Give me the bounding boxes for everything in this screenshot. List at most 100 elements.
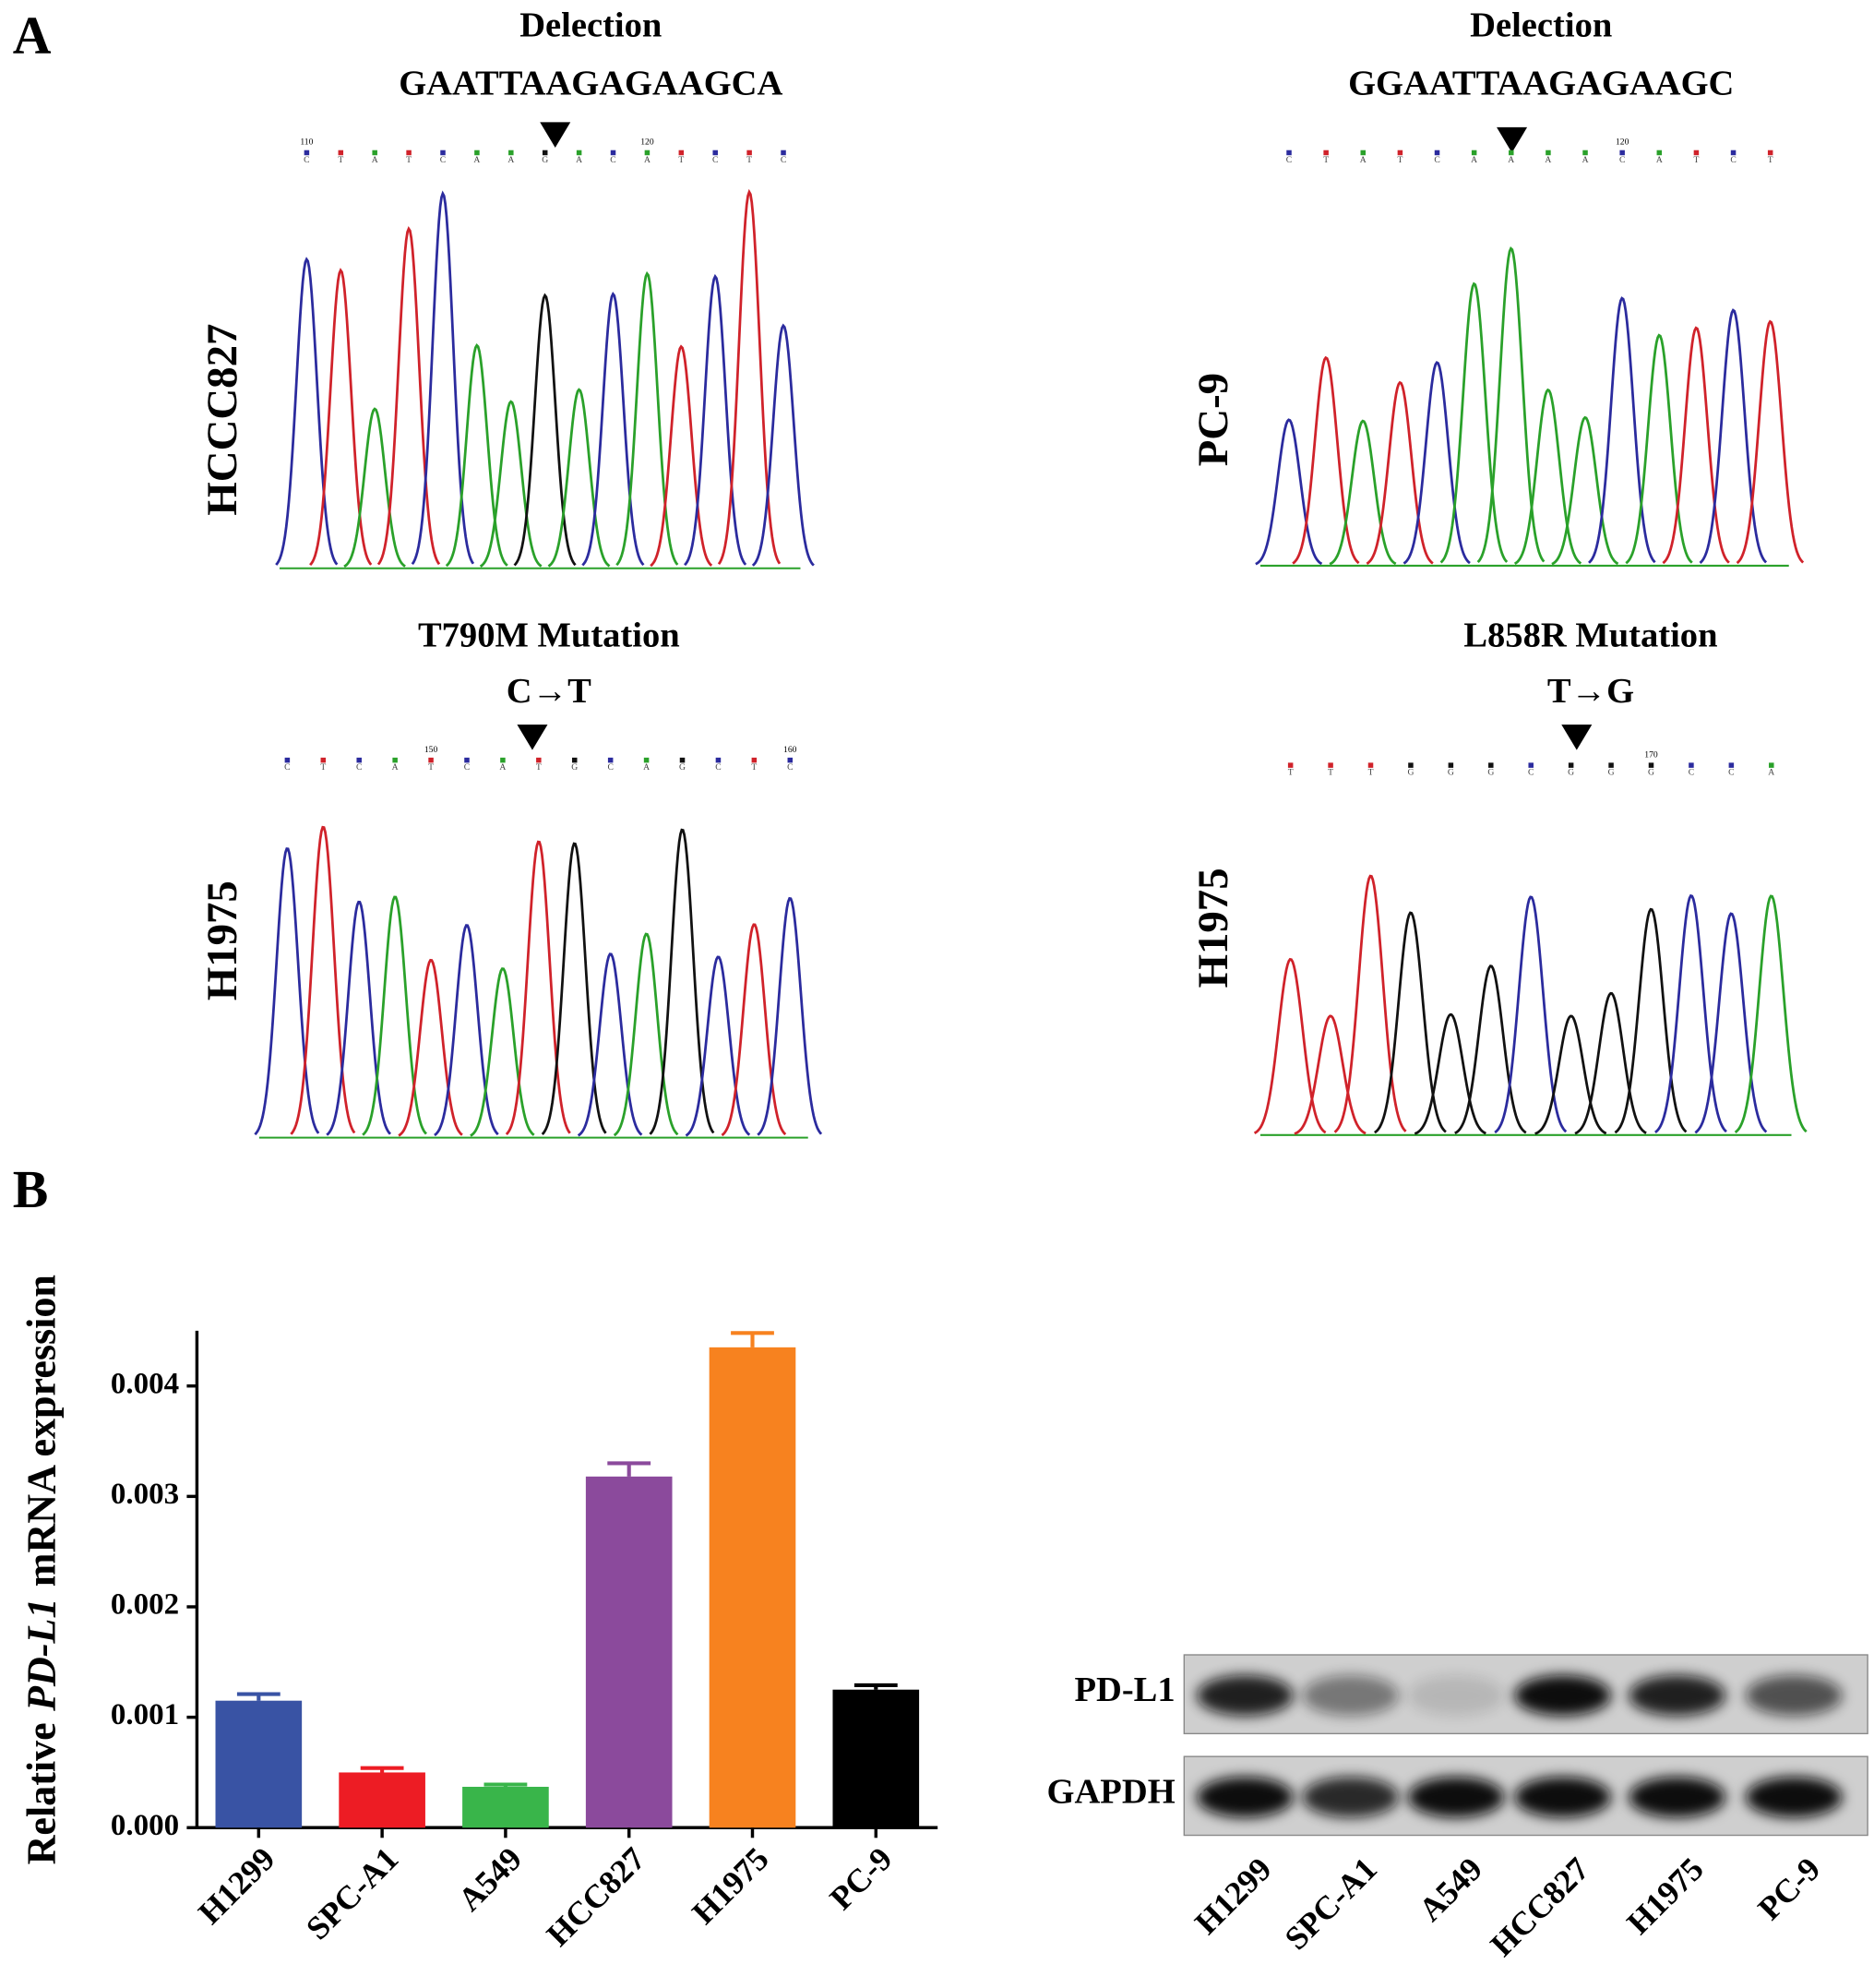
base-letter: A	[1768, 768, 1774, 778]
base-letter: T	[1328, 768, 1333, 778]
panel-subtitle: GAATTAAGAGAAGCA	[399, 65, 782, 103]
trace-peak	[398, 958, 463, 1137]
trace-peak	[1694, 912, 1768, 1134]
y-tick-label: 0.001	[111, 1698, 179, 1731]
trace-peak	[1736, 319, 1805, 565]
trace-peak	[615, 270, 679, 567]
trace-peak	[1454, 964, 1527, 1135]
base-letter: G	[1568, 768, 1574, 778]
arrowhead	[1561, 725, 1593, 750]
base-letter: C	[440, 155, 446, 165]
base-marker	[474, 150, 480, 156]
x-tick-label: A549	[451, 1840, 530, 1919]
base-marker	[284, 757, 291, 763]
base-marker	[715, 757, 722, 763]
base-marker	[320, 757, 327, 763]
base-marker	[372, 150, 377, 156]
error-bar	[853, 1683, 898, 1690]
base-marker	[1323, 150, 1329, 156]
base-letter: C	[1528, 768, 1534, 778]
base-marker	[1568, 762, 1574, 768]
base-letter: T	[746, 155, 752, 165]
trace-peak	[445, 342, 508, 568]
base-letter: C	[1619, 155, 1625, 165]
trace-peak	[541, 842, 607, 1135]
base-marker	[536, 757, 542, 763]
base-marker	[679, 757, 686, 763]
base-marker	[1689, 762, 1694, 768]
base-letter: C	[1728, 768, 1734, 778]
base-letter: C	[781, 155, 786, 165]
base-position: 150	[424, 745, 438, 755]
bar	[339, 1772, 425, 1828]
base-letter: T	[1768, 155, 1773, 165]
base-letter: C	[1730, 155, 1736, 165]
base-marker	[406, 150, 412, 156]
base-letter: C	[1434, 155, 1439, 165]
base-letter: T	[1397, 155, 1403, 165]
base-marker	[576, 150, 582, 156]
panel-label: A	[13, 6, 52, 66]
trace-peak	[1625, 333, 1693, 565]
y-tick-label: 0.000	[111, 1809, 179, 1842]
y-axis-label-part: Relative	[19, 1722, 65, 1864]
base-marker	[678, 150, 685, 156]
base-letter: T	[428, 762, 434, 772]
trace-peak	[411, 190, 475, 565]
sample-label: H1975	[1189, 868, 1237, 988]
base-marker	[712, 150, 718, 156]
blot-band	[1629, 1777, 1725, 1818]
base-letter: T	[1368, 768, 1374, 778]
base-marker	[1582, 150, 1588, 156]
bar	[832, 1689, 920, 1828]
panel-subtitle: C→T	[507, 672, 591, 711]
trace-peak	[547, 388, 611, 568]
panel-title: L858R Mutation	[1463, 616, 1717, 654]
base-letter: C	[787, 762, 793, 772]
base-marker	[1328, 762, 1333, 768]
trace-peak	[577, 952, 643, 1137]
base-marker	[464, 757, 470, 763]
base-letter: A	[1471, 155, 1477, 165]
base-letter: C	[1689, 768, 1694, 778]
base-marker	[304, 150, 310, 156]
x-tick-label: PC-9	[822, 1840, 899, 1917]
error-bar	[607, 1461, 651, 1477]
base-marker	[428, 757, 434, 763]
trace-peak	[479, 400, 543, 568]
trace-peak	[717, 188, 782, 565]
base-position: 120	[640, 138, 654, 148]
y-axis-label-part: PD-L1	[19, 1599, 65, 1712]
base-letter: A	[643, 762, 650, 772]
base-letter: G	[679, 762, 686, 772]
base-marker	[746, 150, 752, 156]
trace-peak	[362, 895, 427, 1136]
trace-peak	[290, 825, 356, 1135]
bar	[462, 1787, 549, 1828]
base-letter: A	[1545, 155, 1551, 165]
y-axis-label: Relative PD-L1 mRNA expression	[19, 1275, 65, 1864]
blot-band	[1407, 1675, 1505, 1717]
base-marker	[1730, 150, 1737, 156]
blot-band	[1197, 1675, 1294, 1717]
panel-title: Delection	[519, 6, 662, 44]
base-marker	[643, 757, 650, 763]
base-letter: C	[712, 155, 718, 165]
trace-peak	[1614, 907, 1688, 1134]
trace-peak	[1662, 326, 1730, 565]
base-marker	[1509, 150, 1514, 156]
base-marker	[1656, 150, 1663, 156]
sample-label: PC-9	[1189, 373, 1237, 466]
blot-band	[1302, 1777, 1400, 1818]
trace-peak	[1329, 419, 1397, 566]
base-letter: T	[678, 155, 684, 165]
trace-peak	[757, 896, 823, 1136]
base-letter: A	[1508, 155, 1514, 165]
bar	[585, 1476, 673, 1828]
base-letter: A	[1656, 155, 1663, 165]
base-marker	[607, 757, 614, 763]
trace-peak	[275, 257, 339, 566]
base-letter: A	[473, 155, 480, 165]
base-letter: C	[284, 762, 290, 772]
sample-label: H1975	[198, 880, 246, 1000]
